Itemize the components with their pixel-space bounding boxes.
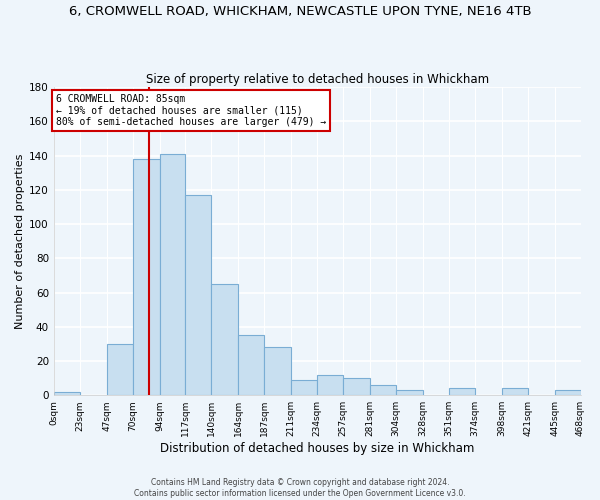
Bar [449, 388, 475, 395]
Text: Contains HM Land Registry data © Crown copyright and database right 2024.
Contai: Contains HM Land Registry data © Crown c… [134, 478, 466, 498]
Bar [133, 159, 160, 395]
Bar [291, 380, 317, 395]
Bar [502, 388, 527, 395]
Bar [54, 392, 80, 395]
Bar [185, 195, 211, 395]
X-axis label: Distribution of detached houses by size in Whickham: Distribution of detached houses by size … [160, 442, 475, 455]
Bar [107, 344, 133, 395]
Text: 6 CROMWELL ROAD: 85sqm
← 19% of detached houses are smaller (115)
80% of semi-de: 6 CROMWELL ROAD: 85sqm ← 19% of detached… [56, 94, 326, 127]
Bar [370, 385, 396, 395]
Bar [317, 374, 343, 395]
Bar [264, 348, 291, 395]
Title: Size of property relative to detached houses in Whickham: Size of property relative to detached ho… [146, 73, 489, 86]
Bar [343, 378, 370, 395]
Bar [554, 390, 581, 395]
Bar [211, 284, 238, 395]
Bar [238, 336, 264, 395]
Bar [396, 390, 423, 395]
Y-axis label: Number of detached properties: Number of detached properties [15, 154, 25, 329]
Bar [160, 154, 185, 395]
Text: 6, CROMWELL ROAD, WHICKHAM, NEWCASTLE UPON TYNE, NE16 4TB: 6, CROMWELL ROAD, WHICKHAM, NEWCASTLE UP… [68, 5, 532, 18]
